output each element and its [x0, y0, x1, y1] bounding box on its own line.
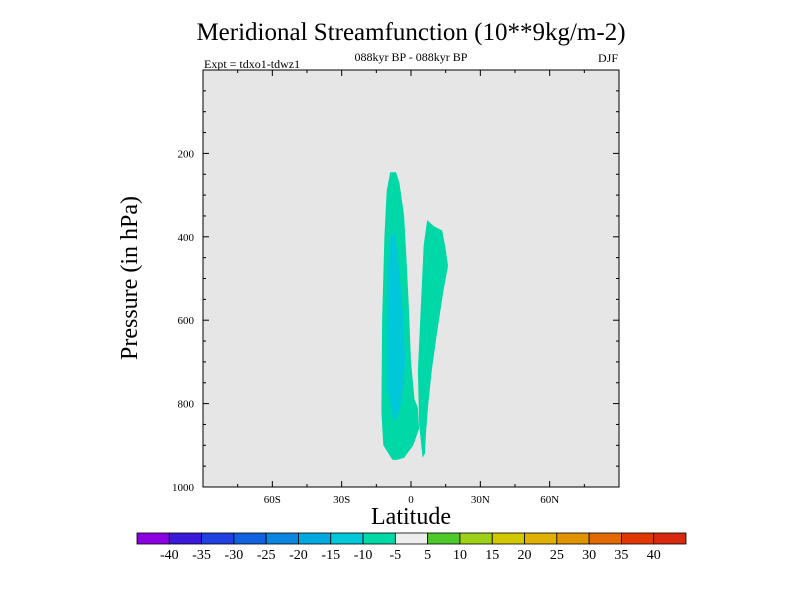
x-axis-label: Latitude	[371, 504, 451, 530]
colorbar-box	[653, 532, 687, 545]
x-tick-label: 30S	[333, 494, 350, 506]
experiment-label: Expt = tdxo1-tdwz1	[204, 57, 300, 71]
x-tick-label: 60N	[540, 494, 559, 506]
colorbar-label: -35	[192, 548, 211, 563]
colorbar-box	[459, 532, 493, 545]
y-tick-label: 800	[178, 399, 195, 411]
season-label: DJF	[598, 51, 618, 65]
colorbar-label: 10	[453, 548, 467, 563]
colorbar-box	[394, 532, 429, 545]
colorbar-label: 20	[518, 548, 532, 563]
y-tick-label: 200	[178, 148, 195, 160]
chart-subtitle: 088kyr BP - 088kyr BP	[355, 50, 468, 64]
contour-north-negative	[417, 220, 448, 458]
colorbar-label: -5	[390, 548, 402, 563]
x-tick-label: 30N	[471, 494, 490, 506]
colorbar-box	[556, 532, 590, 545]
colorbar-box	[588, 532, 622, 545]
chart-title: Meridional Streamfunction (10**9kg/m-2)	[196, 19, 625, 46]
colorbar-label: -25	[257, 548, 276, 563]
colorbar-label: 35	[614, 548, 628, 563]
y-tick-label: 1000	[172, 482, 195, 494]
colorbar-box	[491, 532, 525, 545]
colorbar-label: 30	[582, 548, 596, 563]
contour-layer	[381, 172, 448, 460]
colorbar-box	[168, 532, 202, 545]
colorbar-box	[330, 532, 364, 545]
tick-layer: 60S 30S 0 30N 60N 200 400 600 800 1000	[172, 70, 619, 506]
colorbar-label: -15	[321, 548, 340, 563]
contour-core-negative	[386, 232, 406, 421]
x-tick-label: 0	[408, 494, 414, 506]
colorbar-label: 15	[485, 548, 499, 563]
x-tick-label: 60S	[264, 494, 281, 506]
colorbar-box	[298, 532, 332, 545]
colorbar-label: -30	[225, 548, 244, 563]
colorbar-box	[621, 532, 655, 545]
colorbar-box	[524, 532, 558, 545]
colorbar-label: -40	[160, 548, 179, 563]
colorbar-label: 40	[647, 548, 661, 563]
y-tick-label: 400	[178, 232, 195, 244]
colorbar-label: -10	[354, 548, 373, 563]
colorbar-label: -20	[289, 548, 308, 563]
y-tick-label: 600	[178, 315, 195, 327]
colorbar-box	[233, 532, 267, 545]
colorbar-box	[136, 532, 170, 545]
colorbar-box	[362, 532, 396, 545]
colorbar-box	[201, 532, 235, 545]
colorbar-box	[265, 532, 299, 545]
colorbar: -40 -35 -30 -25 -20 -15 -10 -5 5 10 15 20 25 30 35 40	[136, 532, 687, 563]
y-axis-label: Pressure (in hPa)	[117, 196, 143, 360]
colorbar-box	[427, 532, 461, 545]
colorbar-label: 5	[424, 548, 431, 563]
colorbar-label: 25	[550, 548, 564, 563]
